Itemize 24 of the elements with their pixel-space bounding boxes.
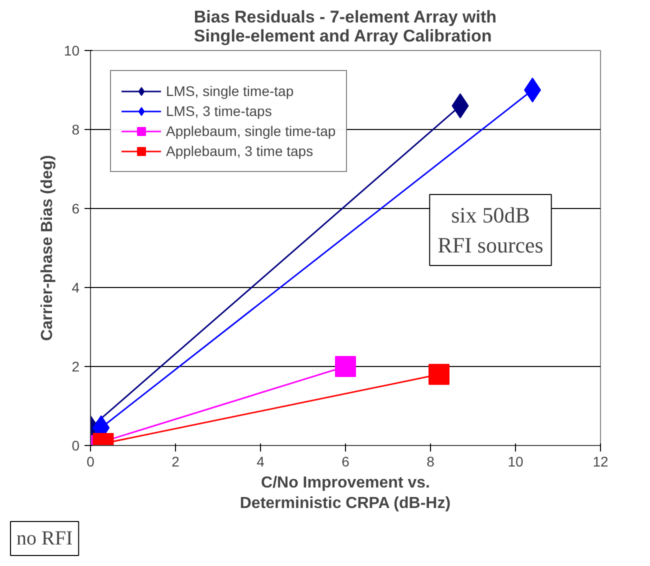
y-tick-label: 2 <box>72 358 80 374</box>
legend-label: Applebaum, single time-tap <box>166 123 336 139</box>
text: no RFI <box>16 528 73 550</box>
annotation: six 50dB RFI sources <box>438 202 544 258</box>
point <box>335 356 356 377</box>
x-tick-label: 2 <box>172 454 180 470</box>
y-tick-label: 0 <box>72 438 80 454</box>
x-tick-label: 6 <box>342 454 350 470</box>
x-tick-label: 0 <box>86 454 95 470</box>
chart-title: Bias Residuals - 7-element Array with Single-element and Array Calibration <box>194 8 497 46</box>
legend-label: LMS, 3 time-taps <box>166 103 272 119</box>
y-tick-label: 8 <box>72 122 80 138</box>
x-tick-label: 8 <box>426 454 435 470</box>
x-axis-title: C/No Improvement vs. Deterministic CRPA (dB-Hz) <box>240 474 451 512</box>
y-tick-label: 10 <box>64 42 80 58</box>
y-tick-label: 6 <box>72 200 80 216</box>
y-tick-label: 4 <box>72 280 80 296</box>
point <box>428 364 450 385</box>
x-tick-label: 12 <box>592 454 608 470</box>
y-axis-title: Carrier-phase Bias (deg) <box>38 155 56 341</box>
legend-label: LMS, single time-tap <box>166 83 294 99</box>
legend-label: Applebaum, 3 time taps <box>166 143 314 159</box>
x-tick-label: 10 <box>508 454 524 470</box>
x-tick-label: 4 <box>256 454 265 470</box>
